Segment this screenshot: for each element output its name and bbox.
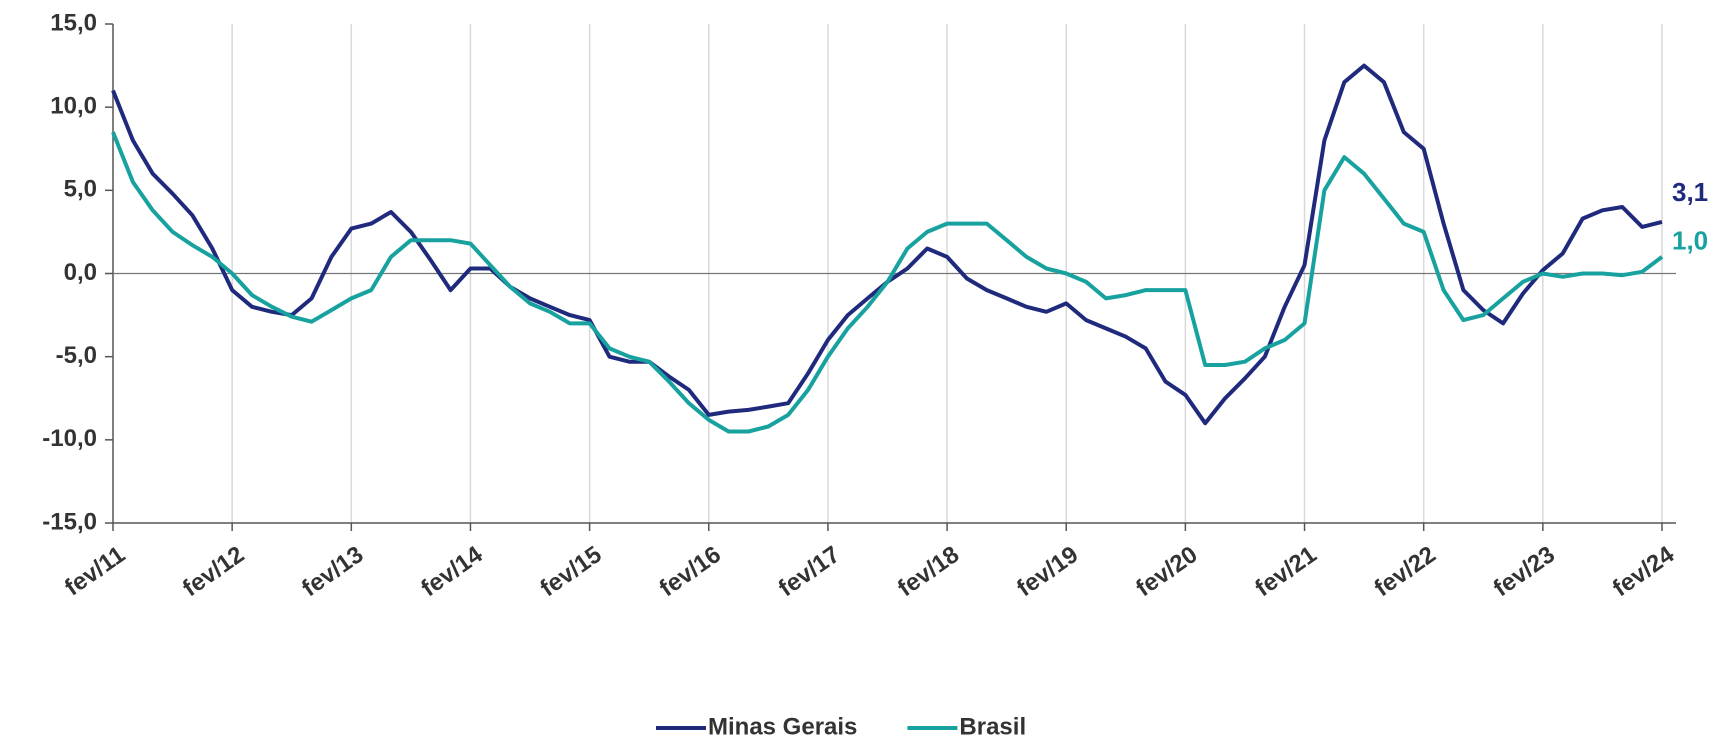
data-label: 3,1 bbox=[1672, 177, 1708, 207]
x-tick-label: fev/22 bbox=[1370, 541, 1441, 602]
y-tick-label: 15,0 bbox=[50, 9, 97, 36]
y-tick-label: -15,0 bbox=[42, 508, 97, 535]
x-tick-label: fev/20 bbox=[1131, 541, 1202, 602]
y-tick-label: -10,0 bbox=[42, 425, 97, 452]
y-tick-label: 0,0 bbox=[64, 259, 97, 286]
x-tick-label: fev/17 bbox=[774, 541, 845, 602]
x-tick-label: fev/15 bbox=[535, 541, 606, 602]
y-tick-label: 10,0 bbox=[50, 93, 97, 120]
series-line bbox=[111, 131, 1664, 434]
x-tick-label: fev/24 bbox=[1608, 541, 1680, 603]
x-tick-label: fev/23 bbox=[1489, 541, 1560, 602]
y-tick-label: -5,0 bbox=[56, 342, 97, 369]
x-tick-label: fev/21 bbox=[1250, 541, 1321, 602]
x-tick-label: fev/16 bbox=[655, 541, 726, 602]
y-tick-label: 5,0 bbox=[64, 176, 97, 203]
x-tick-label: fev/18 bbox=[893, 541, 964, 602]
data-label: 1,0 bbox=[1672, 226, 1708, 256]
x-tick-label: fev/11 bbox=[60, 541, 130, 601]
x-tick-label: fev/19 bbox=[1012, 541, 1083, 602]
x-tick-label: fev/13 bbox=[297, 541, 368, 602]
x-tick-label: fev/14 bbox=[416, 541, 488, 603]
x-tick-label: fev/12 bbox=[178, 541, 249, 602]
legend-label: Brasil bbox=[959, 713, 1026, 740]
legend-label: Minas Gerais bbox=[708, 713, 857, 740]
